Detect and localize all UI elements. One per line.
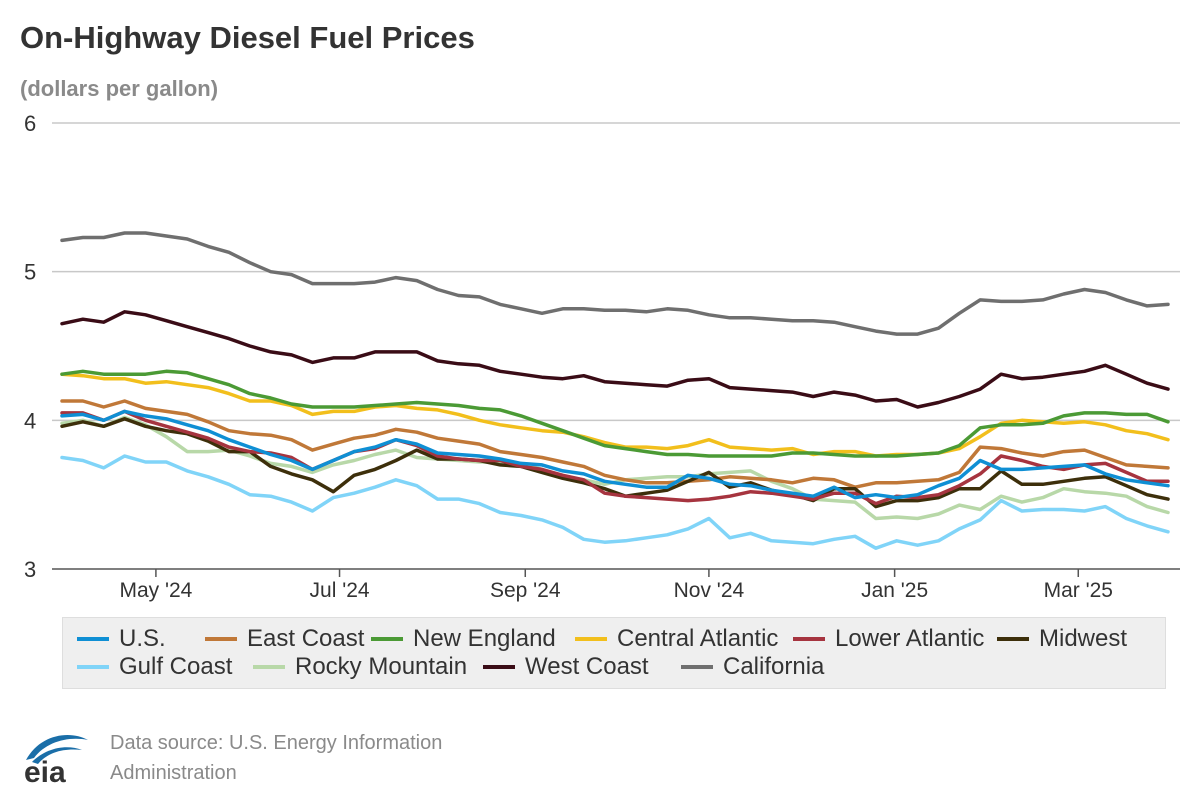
axis-layer: 3 4 5 6 May '24 Jul '24 Sep '24 Nov '24 Jan '25 M… — [24, 111, 1180, 602]
legend-swatch — [77, 665, 109, 669]
legend-label: Rocky Mountain — [295, 653, 468, 680]
data-source-note: Data source: U.S. Energy Information Adm… — [110, 728, 530, 788]
legend-label: Central Atlantic — [617, 625, 779, 652]
eia-logo: eia — [24, 734, 88, 788]
legend-label: West Coast — [525, 653, 649, 680]
eia-logo-swoosh-top — [26, 734, 88, 760]
x-tick-label: Jan '25 — [861, 579, 928, 602]
legend-label: New England — [413, 625, 556, 652]
series-line-east-coast — [60, 399, 1170, 489]
legend-swatch — [681, 665, 713, 669]
y-tick-label: 6 — [24, 111, 36, 136]
y-tick-label: 3 — [24, 557, 36, 582]
legend-item[interactable]: U.S. — [77, 625, 166, 653]
legend-swatch — [483, 665, 515, 669]
legend-label: East Coast — [247, 625, 365, 652]
series-line-new-england — [60, 369, 1170, 458]
series-layer — [60, 231, 1170, 550]
y-tick-label: 5 — [24, 260, 36, 285]
legend-swatch — [253, 665, 285, 669]
legend-item[interactable]: Gulf Coast — [77, 653, 232, 681]
legend-label: Midwest — [1039, 625, 1128, 652]
legend-item[interactable]: California — [681, 653, 824, 681]
x-tick-label: Mar '25 — [1044, 579, 1113, 602]
series-line-u-s- — [60, 409, 1170, 500]
x-tick-label: Sep '24 — [490, 579, 561, 602]
eia-logo-swoosh-bottom — [32, 747, 82, 764]
series-line-gulf-coast — [60, 454, 1170, 550]
legend-label: Gulf Coast — [119, 653, 233, 680]
chart-legend: U.S. East Coast New England Central Atlanti… — [62, 617, 1166, 689]
legend-item[interactable]: Rocky Mountain — [253, 653, 467, 681]
data-source-line-2: Administration — [110, 762, 237, 784]
legend-label: California — [723, 653, 825, 680]
x-tick-label: Jul '24 — [310, 579, 370, 602]
legend-item[interactable]: West Coast — [483, 653, 649, 681]
legend-swatch — [371, 637, 403, 641]
series-line-west-coast — [60, 310, 1170, 409]
legend-item[interactable]: East Coast — [205, 625, 364, 653]
series-line-central-atlantic — [60, 372, 1170, 458]
x-tick-label: May '24 — [119, 579, 192, 602]
legend-label: Lower Atlantic — [835, 625, 985, 652]
legend-item[interactable]: Central Atlantic — [575, 625, 778, 653]
legend-swatch — [793, 637, 825, 641]
series-line-california — [60, 231, 1170, 336]
legend-swatch — [77, 637, 109, 641]
legend-item[interactable]: Midwest — [997, 625, 1127, 653]
x-tick-label: Nov '24 — [674, 579, 745, 602]
y-tick-label: 4 — [24, 408, 36, 433]
series-line-lower-atlantic — [60, 409, 1170, 506]
legend-item[interactable]: Lower Atlantic — [793, 625, 984, 653]
legend-label: U.S. — [119, 625, 166, 652]
legend-swatch — [205, 637, 237, 641]
legend-swatch — [575, 637, 607, 641]
grid-layer — [52, 122, 1180, 422]
eia-logo-text: eia — [24, 756, 66, 788]
chart-title: On-Highway Diesel Fuel Prices — [20, 20, 475, 55]
legend-swatch — [997, 637, 1029, 641]
legend-item[interactable]: New England — [371, 625, 556, 653]
chart-subtitle: (dollars per gallon) — [20, 76, 219, 101]
data-source-line-1: Data source: U.S. Energy Information — [110, 732, 443, 754]
